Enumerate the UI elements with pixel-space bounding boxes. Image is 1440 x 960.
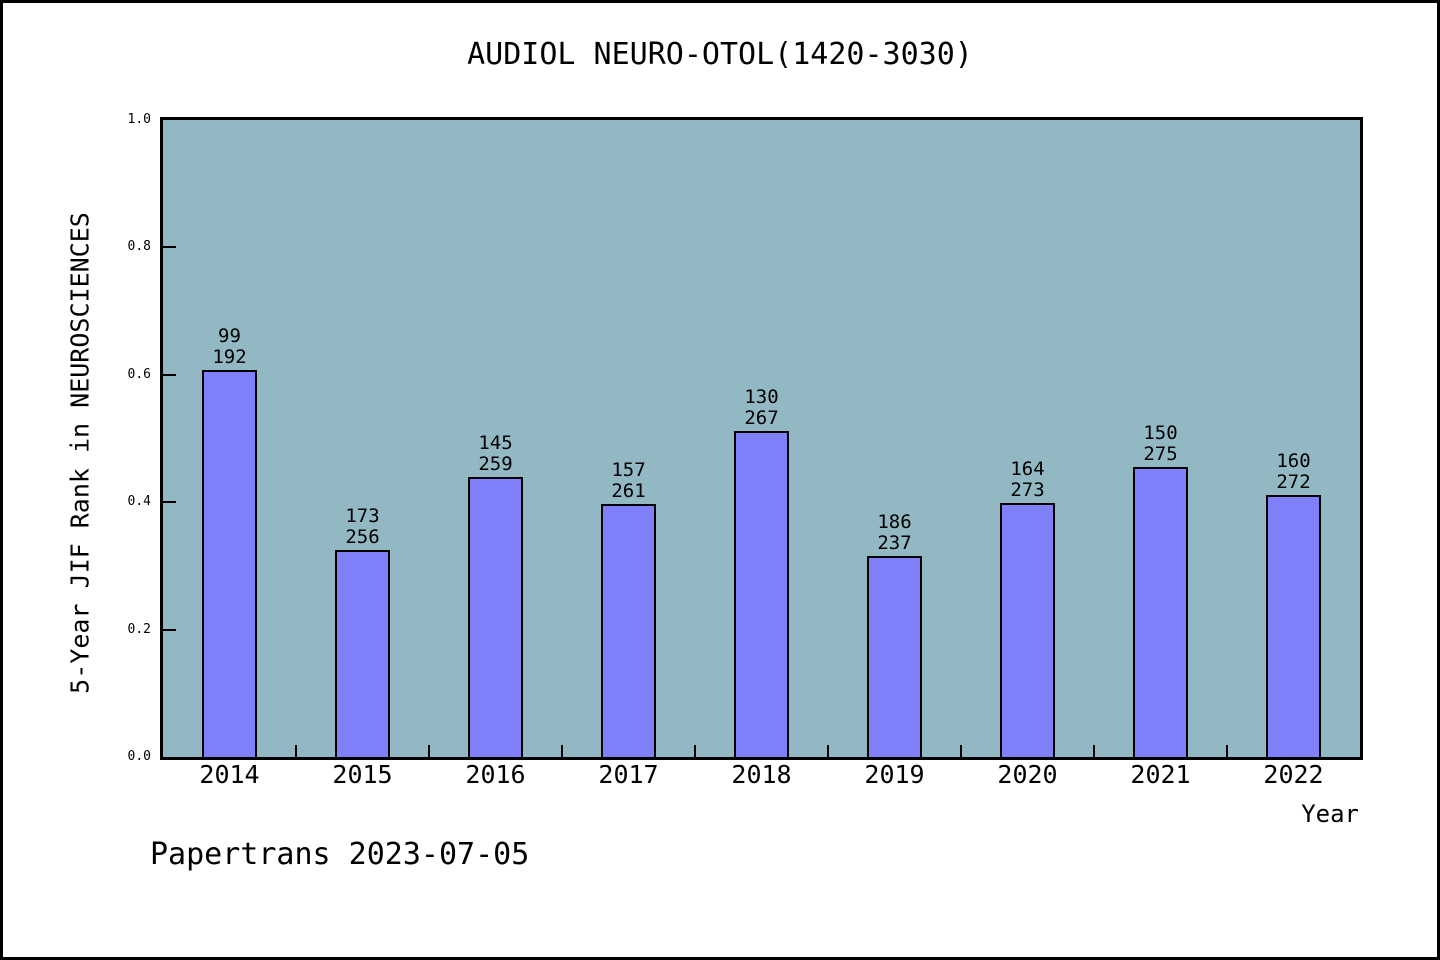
bar-value-label: 157 261 — [574, 460, 684, 502]
bar — [468, 477, 523, 757]
bar-value-line: 160 — [1276, 450, 1311, 473]
y-axis-tick — [163, 628, 176, 631]
x-axis-minor-tick — [295, 745, 297, 757]
bar-value-line: 272 — [1276, 471, 1311, 494]
x-tick-label: 2014 — [199, 760, 260, 789]
x-axis-minor-tick — [960, 745, 962, 757]
bar-value-label: 186 237 — [840, 510, 950, 554]
bar-value-line: 261 — [611, 480, 646, 503]
x-tick-label: 2017 — [598, 760, 659, 789]
x-tick-label: 2018 — [731, 760, 792, 789]
bar-value-label: 145 259 — [441, 433, 551, 475]
bar-value-label: 150 275 — [1106, 423, 1216, 465]
bar — [202, 370, 257, 757]
bar — [867, 555, 922, 757]
y-tick-label: 0.6 — [127, 366, 151, 382]
bar-value-label: 130 267 — [707, 385, 817, 429]
x-tick-label: 2019 — [864, 760, 925, 789]
y-axis-title: 5-Year JIF Rank in NEUROSCIENCES — [65, 212, 95, 694]
bar-value-label: 173 256 — [308, 504, 418, 548]
watermark-text: Papertrans 2023-07-05 — [150, 837, 530, 872]
x-axis-minor-tick — [1093, 745, 1095, 757]
y-tick-label: 0.2 — [127, 621, 151, 637]
y-axis-tick — [163, 501, 176, 504]
x-axis-title: Year — [1301, 800, 1359, 828]
bar-value-line: 145 — [478, 432, 513, 455]
bar-value-label: 164 273 — [973, 457, 1083, 501]
plot-area: 0.0 0.2 0.4 0.6 0.8 1.0 99 192 173 256 145 259 157 26… — [128, 112, 1363, 764]
x-tick-label: 2020 — [997, 760, 1058, 789]
y-tick-label: 0.4 — [127, 494, 151, 510]
x-tick-label: 2021 — [1130, 760, 1191, 789]
x-axis-minor-tick — [827, 745, 829, 757]
bar-value-line: 157 — [611, 459, 646, 482]
bar — [734, 430, 789, 757]
x-axis-minor-tick — [428, 745, 430, 757]
bar-value-line: 173 — [345, 504, 380, 527]
bar-value-line: 186 — [877, 510, 912, 533]
bar-value-line: 150 — [1143, 422, 1178, 445]
bar-value-line: 273 — [1010, 478, 1045, 501]
x-axis-minor-tick — [561, 745, 563, 757]
bar-value-line: 99 — [218, 325, 241, 348]
bar-value-line: 164 — [1010, 457, 1045, 480]
bar-value-line: 259 — [478, 453, 513, 476]
y-axis-tick — [163, 373, 176, 376]
bar — [601, 504, 656, 757]
bar-value-label: 99 192 — [175, 326, 285, 368]
bar — [335, 549, 390, 757]
bar-value-line: 237 — [877, 531, 912, 554]
bar — [1266, 495, 1321, 757]
x-tick-label: 2022 — [1263, 760, 1324, 789]
y-axis-tick — [163, 246, 176, 249]
bar-value-line: 267 — [744, 406, 779, 429]
y-tick-label: 0.0 — [127, 749, 151, 764]
bar-value-line: 275 — [1143, 443, 1178, 466]
x-axis-minor-tick — [694, 745, 696, 757]
x-tick-label: 2015 — [332, 760, 393, 789]
bar-value-line: 130 — [744, 385, 779, 408]
x-tick-label: 2016 — [465, 760, 526, 789]
bar-value-line: 192 — [212, 346, 247, 369]
bar-value-label: 160 272 — [1239, 451, 1349, 493]
y-tick-label: 1.0 — [127, 112, 151, 127]
y-tick-label: 0.8 — [127, 239, 151, 255]
bar — [1000, 502, 1055, 757]
chart-title: AUDIOL NEURO-OTOL(1420-3030) — [467, 37, 973, 72]
bar-value-line: 256 — [345, 525, 380, 548]
bar — [1133, 467, 1188, 757]
x-axis-minor-tick — [1226, 745, 1228, 757]
